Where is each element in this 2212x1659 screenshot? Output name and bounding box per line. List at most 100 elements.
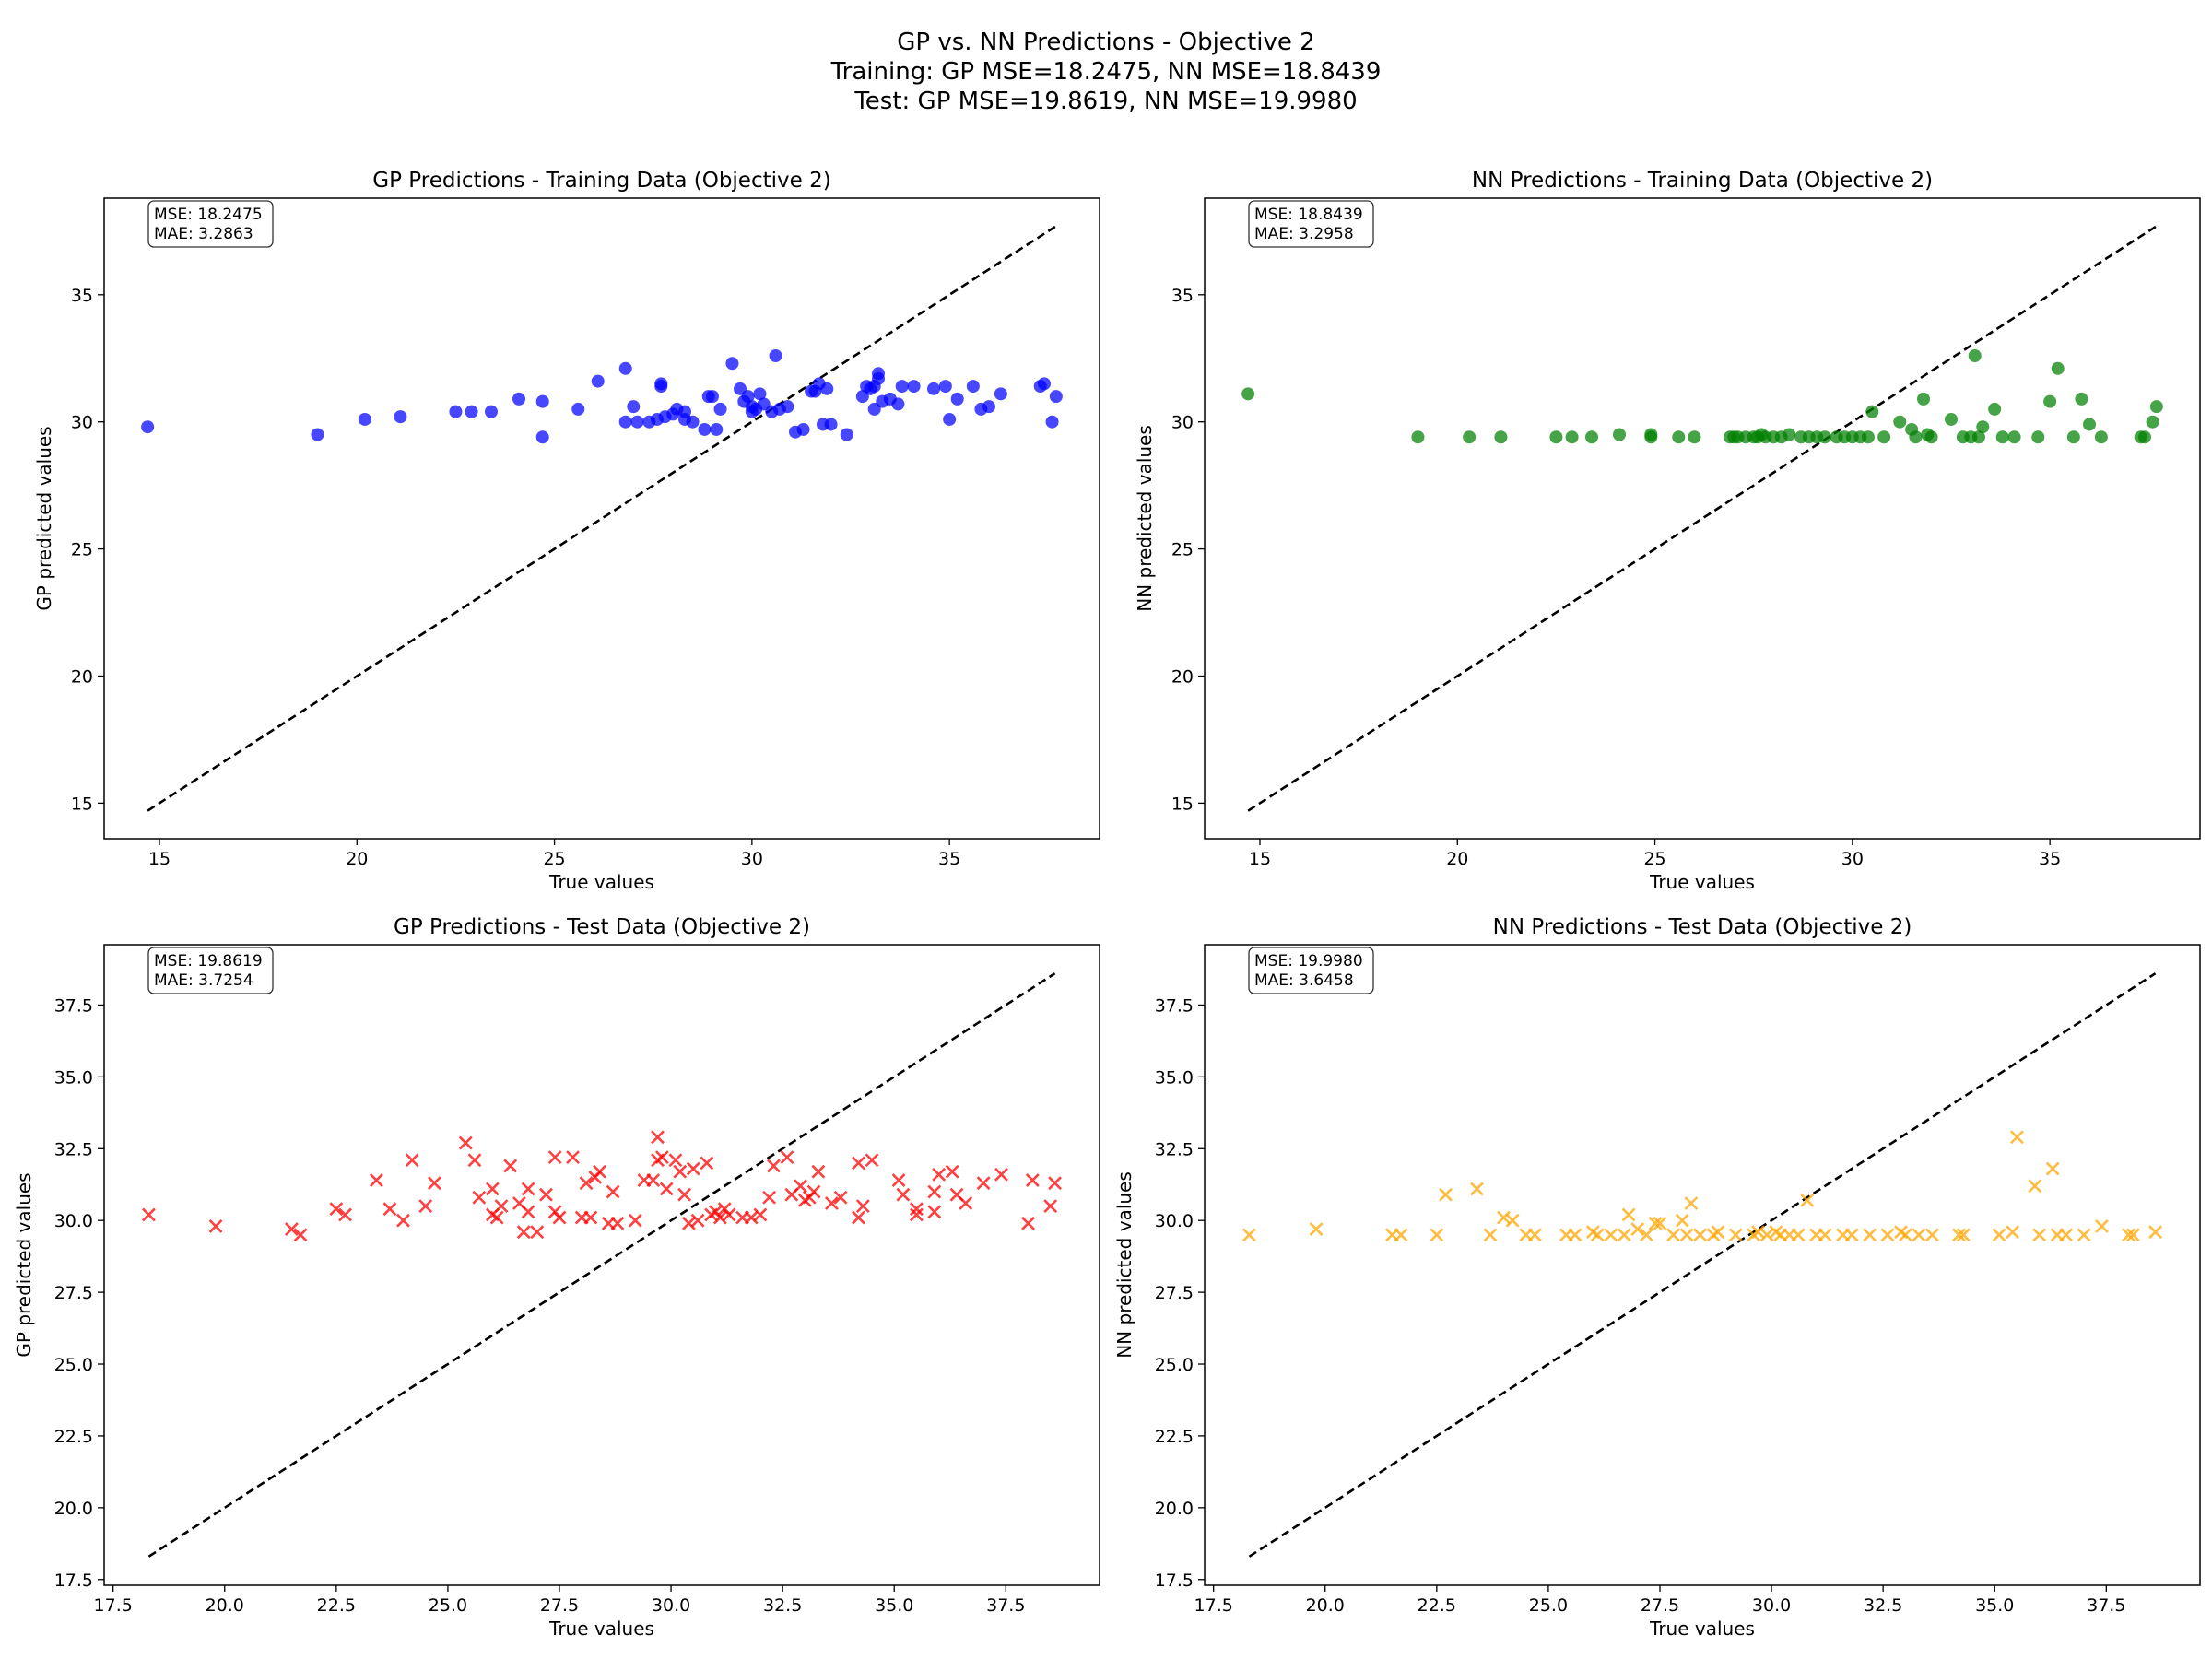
nn-test-point <box>1309 1222 1324 1236</box>
nn-test-point <box>1684 1196 1699 1210</box>
nn-test-point <box>1666 1228 1680 1242</box>
nn-test-identity-line <box>1248 972 2157 1558</box>
gp-train-point <box>966 380 980 394</box>
gp-test-point <box>767 1159 781 1173</box>
nn-train-point <box>1463 430 1477 444</box>
nn-test-point <box>2006 1225 2020 1240</box>
nn-train-x-tick-label: 15 <box>1249 849 1271 869</box>
gp-test-point <box>329 1202 344 1217</box>
gp-test-point <box>489 1210 504 1225</box>
nn-train-point <box>2075 392 2088 406</box>
gp-test-x-tick-label: 37.5 <box>986 1595 1025 1616</box>
gp-test-y-tick-label: 17.5 <box>54 1571 93 1591</box>
nn-train-point <box>2031 430 2045 444</box>
nn-train-point <box>1972 430 1985 444</box>
gp-test-y-tick-label: 30.0 <box>54 1211 93 1231</box>
gp-train-point <box>1038 377 1051 391</box>
gp-train-point <box>591 374 605 388</box>
gp-test-point <box>651 1130 665 1145</box>
gp-train-point <box>725 357 739 371</box>
nn-test-point <box>2045 1161 2060 1176</box>
nn-train-point <box>2051 361 2065 375</box>
nn-train-point <box>1783 428 1796 441</box>
nn-test-point <box>1621 1207 1636 1222</box>
gp-train-axes-frame <box>103 197 1100 840</box>
gp-test-point <box>744 1210 759 1225</box>
nn-test-point <box>1992 1228 2006 1242</box>
gp-test-x-tick-label: 22.5 <box>317 1595 356 1616</box>
gp-train-stats-box <box>147 200 274 248</box>
nn-train-point <box>1494 430 1508 444</box>
gp-train-point <box>706 390 719 404</box>
gp-test-point <box>686 1161 700 1176</box>
gp-train-point <box>950 392 964 406</box>
gp-train-point <box>465 405 478 418</box>
nn-train-x-tick-label: 20 <box>1446 849 1468 869</box>
gp-train-y-axis-label: GP predicted values <box>33 426 55 610</box>
gp-train-point <box>1049 390 1063 404</box>
gp-test-point <box>208 1219 223 1233</box>
gp-train-point <box>982 400 995 414</box>
nn-test-point <box>1527 1228 1542 1242</box>
nn-test-x-tick-label: 17.5 <box>1194 1595 1233 1616</box>
gp-test-point <box>780 1150 794 1165</box>
nn-test-stats-mse: MSE: 19.9980 <box>1254 952 1363 971</box>
gp-test-point <box>485 1182 500 1196</box>
gp-test-point <box>1025 1173 1040 1187</box>
suptitle-line-2: Training: GP MSE=18.2475, NN MSE=18.8439 <box>830 58 1382 86</box>
nn-test-y-tick-label: 25.0 <box>1155 1355 1194 1375</box>
gp-train-point <box>512 392 525 406</box>
nn-test-point <box>1483 1228 1498 1242</box>
gp-test-x-tick-label: 30.0 <box>652 1595 690 1616</box>
nn-test-x-tick-label: 37.5 <box>2087 1595 2125 1616</box>
nn-test-point <box>2148 1225 2162 1240</box>
gp-test-point <box>932 1167 947 1182</box>
gp-test-point <box>794 1179 807 1194</box>
gp-train-point <box>796 422 810 436</box>
gp-test-point <box>700 1156 714 1171</box>
nn-test-x-tick-label: 20.0 <box>1306 1595 1345 1616</box>
nn-train-point <box>1862 430 1875 444</box>
nn-test-point <box>1675 1213 1689 1228</box>
gp-train-point <box>891 397 905 411</box>
nn-test-stats-box <box>1248 947 1374 994</box>
nn-test-y-axis-label: NN predicted values <box>1113 1171 1135 1359</box>
nn-train-subplot: NN Predictions - Training Data (Objectiv… <box>1134 169 2201 893</box>
nn-train-point <box>2007 430 2021 444</box>
gp-test-point <box>521 1205 535 1219</box>
gp-test-x-tick-label: 35.0 <box>875 1595 913 1616</box>
gp-test-point <box>503 1159 518 1173</box>
nn-test-point <box>1728 1228 1743 1242</box>
nn-train-point <box>1924 430 1938 444</box>
gp-test-y-tick-label: 27.5 <box>54 1283 93 1303</box>
nn-test-point <box>2010 1130 2024 1145</box>
gp-train-point <box>781 400 794 414</box>
gp-test-point <box>659 1182 674 1196</box>
gp-test-x-tick-label: 27.5 <box>540 1595 579 1616</box>
nn-train-point <box>1877 430 1891 444</box>
nn-train-y-tick-label: 25 <box>1171 540 1194 560</box>
nn-train-x-axis-label: True values <box>1649 871 1755 893</box>
gp-test-point <box>539 1187 553 1202</box>
gp-test-point <box>396 1213 410 1228</box>
nn-test-x-tick-label: 25.0 <box>1529 1595 1568 1616</box>
nn-test-y-tick-label: 27.5 <box>1155 1283 1194 1303</box>
nn-test-point <box>2095 1219 2109 1233</box>
gp-train-point <box>630 415 644 429</box>
nn-train-x-tick-label: 25 <box>1643 849 1665 869</box>
gp-test-point <box>583 1210 598 1225</box>
nn-train-point <box>1411 430 1425 444</box>
gp-train-point <box>840 428 853 441</box>
gp-test-point <box>910 1207 924 1222</box>
nn-train-x-tick-label: 35 <box>2039 849 2061 869</box>
gp-train-stats-mse: MSE: 18.2475 <box>154 206 263 224</box>
nn-train-point <box>1644 428 1658 441</box>
nn-test-point <box>1863 1228 1877 1242</box>
nn-test-point <box>1604 1228 1618 1242</box>
nn-train-identity-line <box>1247 225 2158 812</box>
gp-test-point <box>382 1202 397 1217</box>
nn-test-y-tick-label: 17.5 <box>1155 1571 1194 1591</box>
gp-train-point <box>394 410 407 424</box>
gp-test-point <box>405 1153 419 1168</box>
gp-test-point <box>516 1225 531 1240</box>
